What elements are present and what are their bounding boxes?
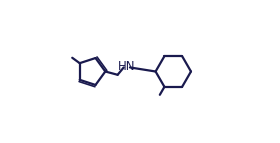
Text: HN: HN — [118, 60, 136, 73]
